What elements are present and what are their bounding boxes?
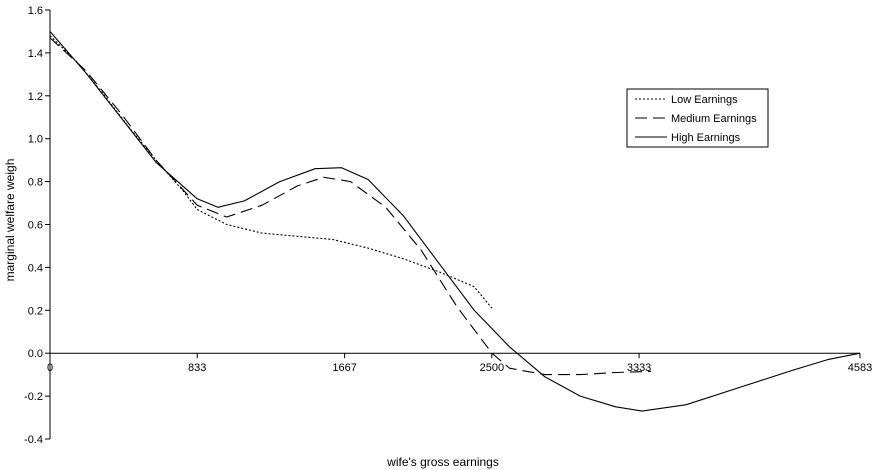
- y-tick-label: -0.2: [24, 391, 43, 403]
- x-tick-label: 4583: [848, 362, 872, 374]
- x-tick-label: 0: [47, 362, 53, 374]
- y-tick-label: 1.6: [28, 5, 43, 17]
- x-axis-title: wife's gross earnings: [386, 455, 499, 469]
- legend: Low Earnings Medium Earnings High Earnings: [626, 88, 769, 148]
- y-tick-label: 0.8: [28, 177, 43, 189]
- y-axis-title: marginal welfare weigh: [3, 159, 17, 282]
- legend-label: Low Earnings: [671, 94, 738, 106]
- x-tick-label: 3333: [627, 362, 651, 374]
- y-tick-label: 0.6: [28, 220, 43, 232]
- x-tick-label: 2500: [480, 362, 504, 374]
- y-tick-label: 1.2: [28, 91, 43, 103]
- y-tick-label: 0.4: [28, 262, 43, 274]
- series-line-low-earnings: [49, 35, 493, 309]
- series-layer: [49, 31, 861, 412]
- legend-label: Medium Earnings: [671, 113, 757, 125]
- series-line-high-earnings: [49, 31, 861, 412]
- axes-layer: 1.6 1.4 1.2 1.0 0.8 0.6 0.4 0.2 0.0 -0.2 -0.4 0 833 1…: [24, 5, 872, 446]
- y-tick-label: 1.0: [28, 134, 43, 146]
- y-tick-label: 0.0: [28, 348, 43, 360]
- y-tick-label: -0.4: [24, 434, 43, 446]
- y-tick-label: 0.2: [28, 305, 43, 317]
- series-line-medium-earnings: [49, 37, 651, 376]
- x-tick-label: 1667: [332, 362, 356, 374]
- y-tick-label: 1.4: [28, 48, 43, 60]
- x-tick-label: 833: [188, 362, 206, 374]
- legend-label: High Earnings: [671, 132, 741, 144]
